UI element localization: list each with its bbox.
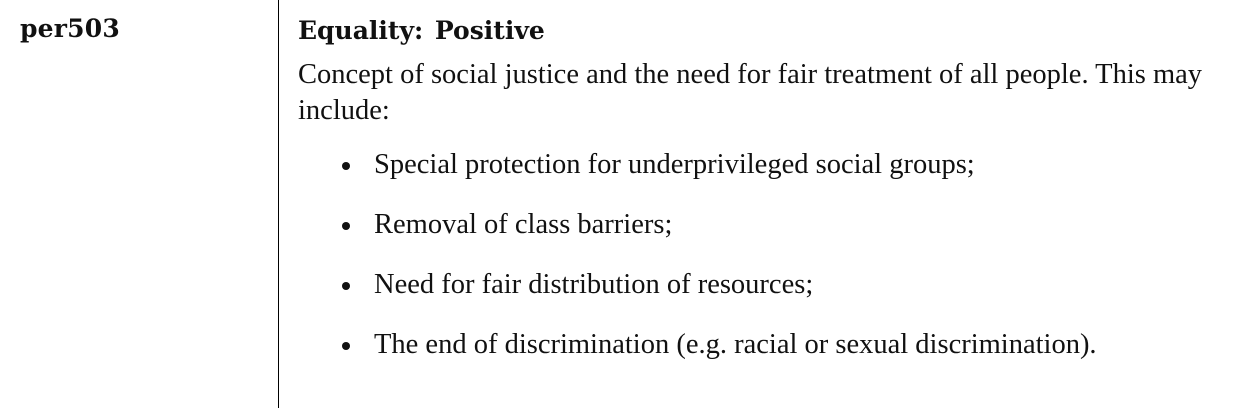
bullet-icon — [342, 342, 350, 350]
list-item-text: Need for fair distribution of resources; — [374, 269, 814, 300]
list-item: Removal of class barriers; — [298, 207, 1243, 243]
bullet-icon — [342, 282, 350, 290]
list-item-text: The end of discrimination (e.g. racial o… — [374, 329, 1097, 360]
category-description: Concept of social justice and the need f… — [298, 59, 1203, 126]
bullet-icon — [342, 162, 350, 170]
column-divider — [278, 0, 279, 408]
bullet-icon — [342, 222, 350, 230]
list-item: The end of discrimination (e.g. racial o… — [298, 327, 1243, 363]
list-item-text: Special protection for underprivileged s… — [374, 149, 975, 180]
category-content: Equality: Positive Concept of social jus… — [298, 14, 1243, 387]
category-title: Equality: Positive — [298, 16, 545, 45]
list-item: Special protection for underprivileged s… — [298, 147, 1243, 183]
category-code: per503 — [20, 14, 120, 43]
list-item-text: Removal of class barriers; — [374, 209, 673, 240]
list-item: Need for fair distribution of resources; — [298, 267, 1243, 303]
category-items-list: Special protection for underprivileged s… — [298, 147, 1243, 363]
